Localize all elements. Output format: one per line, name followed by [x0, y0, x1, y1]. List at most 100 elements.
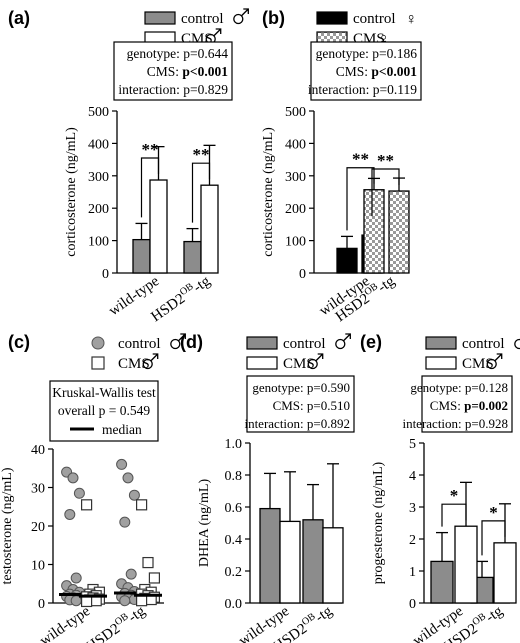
sex-symbol	[142, 358, 153, 370]
point-cms	[80, 595, 93, 608]
panel-label: (d)	[180, 332, 203, 352]
y-tick-label: 30	[31, 482, 45, 497]
panel-label: (a)	[8, 8, 30, 28]
significance-label: **	[377, 151, 394, 170]
point-cms	[136, 499, 148, 511]
y-tick-label: 5	[409, 437, 416, 452]
y-axis: 0 10 20 30 40	[31, 443, 54, 612]
point-control	[64, 508, 76, 520]
y-tick-label: 200	[285, 202, 306, 217]
stats-box: genotype: p=0.590 CMS: p=0.510 interaction…	[244, 375, 355, 433]
significance-bracket	[481, 520, 506, 556]
significance-label: *	[450, 486, 459, 505]
stat-genotype: genotype: p=0.186	[316, 46, 418, 61]
bar-control-1	[302, 519, 324, 604]
panel-label: (e)	[360, 332, 382, 352]
y-tick-label: 500	[285, 105, 306, 120]
y-axis: 0 100 200 300 400 500	[285, 105, 315, 282]
y-axis-label: DHEA (ng/mL)	[197, 479, 212, 568]
sex-symbol-arrow	[342, 333, 351, 342]
sex-symbol: ♀	[405, 11, 417, 28]
legend-label-CMS: CMS	[462, 356, 494, 372]
stat-interaction: interaction: p=0.928	[402, 416, 508, 431]
bar-CMS-0	[363, 189, 385, 274]
bar-control-0	[336, 247, 358, 274]
median-legend-label: median	[102, 422, 142, 437]
legend-swatch-control	[246, 336, 278, 350]
stat-genotype: genotype: p=0.590	[252, 380, 350, 395]
bar-CMS-1	[388, 190, 410, 274]
legend-label-control: control	[462, 336, 505, 352]
stats-box: Kruskal-Wallis test overall p = 0.549 medi…	[49, 380, 159, 442]
significance-label: **	[352, 150, 369, 169]
y-tick-label: 4	[409, 469, 416, 484]
x-tick-label-1: HSD2OB-tg	[82, 601, 149, 643]
significance-bracket	[371, 168, 400, 217]
bar-control-1	[183, 240, 202, 274]
significance-bracket	[441, 503, 467, 527]
sex-symbol-arrow	[494, 353, 503, 362]
panel-d: (d) control CMS genotype: p=0.590 CMS: p=0.5…	[180, 332, 355, 643]
sex-symbol	[170, 338, 181, 350]
point-cms	[136, 595, 148, 607]
point-cms	[80, 499, 93, 511]
stat-CMS: CMS: p<0.001	[147, 64, 228, 79]
y-axis-label: corticosterone (ng/mL)	[64, 127, 79, 257]
y-axis: 0 1 2 3 4 5	[409, 437, 425, 612]
legend-swatch-control	[144, 11, 176, 25]
point-control	[70, 572, 82, 584]
legend-label-CMS: CMS	[118, 356, 150, 372]
y-tick-label: 0.6	[225, 501, 243, 516]
y-tick-label: 0	[409, 597, 416, 612]
sex-symbol-arrow	[213, 28, 222, 37]
legend-label-CMS: CMS	[283, 356, 315, 372]
y-axis-label: testosterone (ng/mL)	[0, 467, 15, 584]
point-control	[122, 472, 134, 484]
stat-CMS: CMS: p=0.002	[430, 398, 508, 413]
significance-bracket	[191, 162, 211, 223]
bar-CMS-1	[200, 184, 219, 274]
stats-box: genotype: p=0.128 CMS: p=0.002 interaction…	[402, 375, 513, 433]
panel-e: (e) control CMS genotype: p=0.128 CMS: p=0.0…	[360, 332, 520, 643]
legend-swatch-CMS	[425, 356, 457, 370]
y-tick-label: 0.4	[225, 533, 243, 548]
significance-bracket	[346, 167, 375, 231]
bar-CMS-0	[149, 179, 168, 274]
legend-swatch-control	[316, 11, 348, 25]
legend-label-control: control	[353, 11, 396, 27]
bar-CMS-0	[454, 525, 478, 604]
sex-symbol	[335, 338, 346, 350]
y-tick-label: 100	[285, 235, 306, 250]
y-tick-label: 0	[102, 267, 109, 282]
sex-symbol-arrow	[177, 333, 186, 342]
y-tick-label: 0	[38, 597, 45, 612]
y-tick-label: 300	[88, 170, 109, 185]
sex-symbol	[514, 338, 520, 350]
sex-symbol-arrow	[240, 8, 249, 17]
sex-symbol-arrow	[150, 353, 159, 362]
y-tick-label: 200	[88, 202, 109, 217]
stats-overall: overall p = 0.549	[58, 403, 151, 418]
y-axis-label: progesterone (ng/mL)	[371, 461, 386, 584]
significance-label: *	[489, 503, 498, 522]
point-control	[128, 489, 140, 501]
bar-CMS-1	[493, 542, 517, 604]
stats-box-frame	[421, 375, 513, 433]
y-tick-label: 400	[88, 137, 109, 152]
panel-label: (b)	[262, 8, 285, 28]
y-tick-label: 20	[31, 520, 45, 535]
y-axis: 0.0 0.2 0.4 0.6 0.8 1.0	[225, 437, 251, 612]
y-tick-label: 1	[409, 565, 416, 580]
stat-genotype: genotype: p=0.644	[127, 46, 229, 61]
point-control	[125, 568, 137, 580]
y-tick-label: 1.0	[225, 437, 243, 452]
point-control	[119, 516, 131, 528]
legend-label-control: control	[181, 11, 224, 27]
stats-box-frame	[49, 380, 159, 442]
y-axis-label: corticosterone (ng/mL)	[261, 127, 276, 257]
legend-label-control: control	[283, 336, 326, 352]
y-tick-label: 3	[409, 501, 416, 516]
